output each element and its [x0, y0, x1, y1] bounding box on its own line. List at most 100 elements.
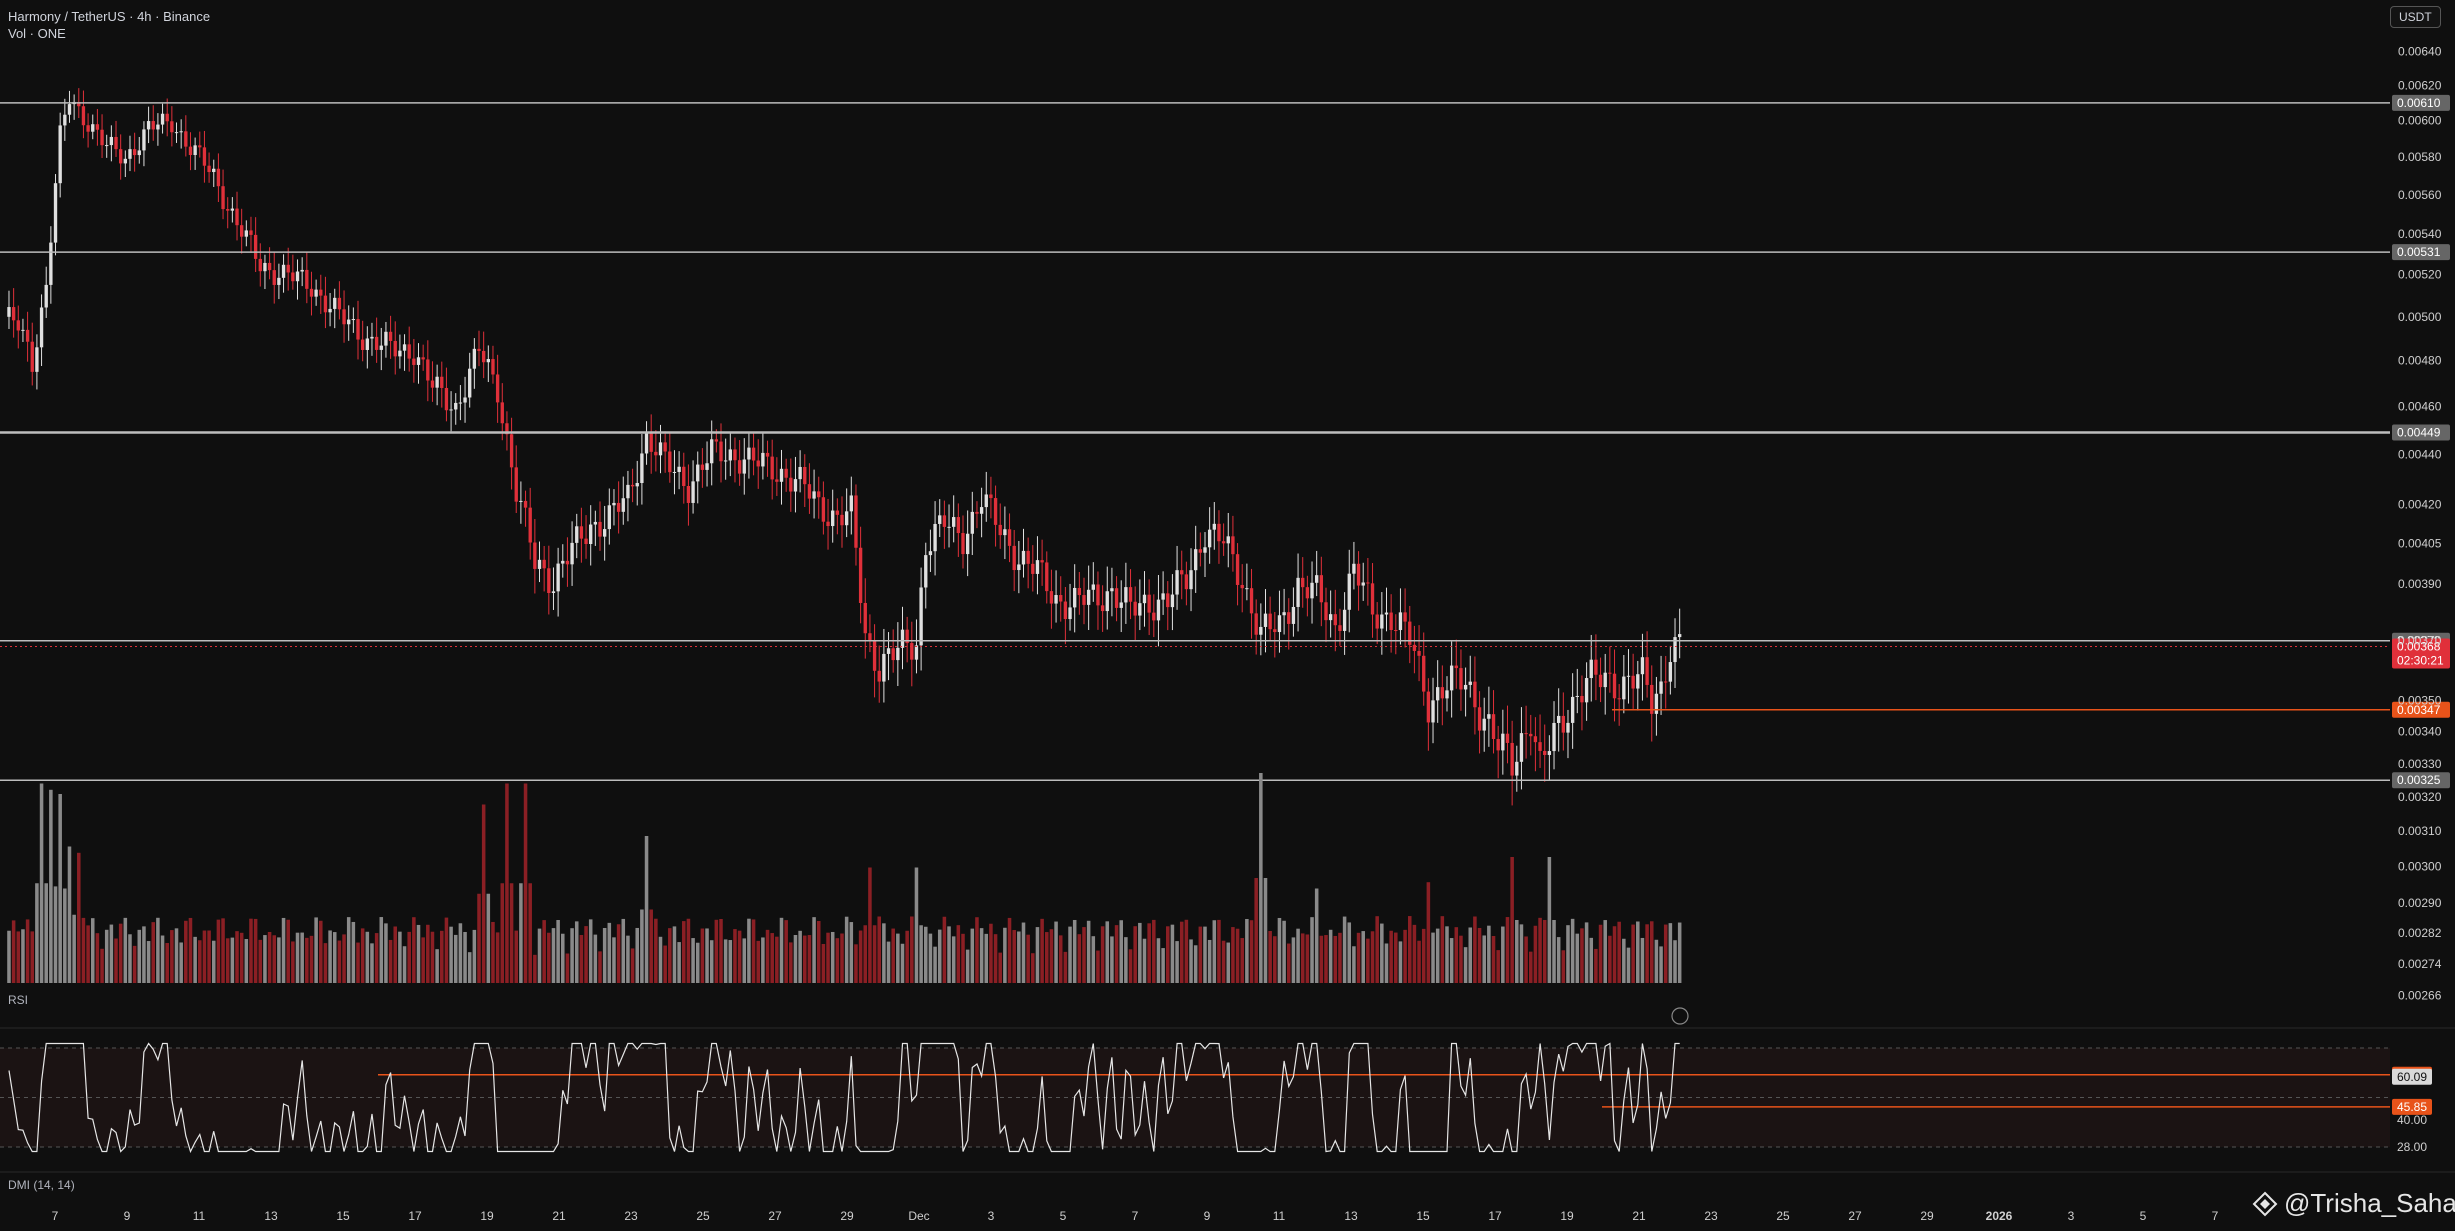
- y-tick-label: 0.00350: [2398, 693, 2442, 707]
- volume-bar: [616, 924, 621, 983]
- candle-body: [347, 319, 351, 325]
- candle: [435, 364, 439, 406]
- volume-bar: [672, 926, 677, 983]
- volume-bar: [1184, 919, 1189, 983]
- volume-bar: [277, 937, 281, 983]
- watermark-text: @Trisha_Saha: [2284, 1188, 2455, 1218]
- volume-bar: [593, 934, 598, 983]
- candle: [1445, 676, 1449, 712]
- candle-body: [924, 555, 928, 588]
- x-tick-label: 11: [193, 1209, 206, 1223]
- candle-body: [1505, 733, 1510, 743]
- volume-bar: [44, 883, 48, 983]
- candle: [733, 437, 737, 483]
- candle-body: [500, 402, 504, 424]
- volume-bar: [528, 883, 532, 983]
- candle-body: [244, 230, 248, 237]
- y-tick-label: 0.00420: [2398, 497, 2442, 511]
- candle: [1570, 673, 1575, 749]
- volume-bar: [900, 943, 905, 983]
- candle: [440, 361, 444, 408]
- candle: [989, 476, 993, 519]
- candle: [1194, 525, 1198, 593]
- candle-body: [1035, 560, 1040, 574]
- volume-bar: [1044, 932, 1049, 983]
- volume-bar: [467, 952, 472, 983]
- volume-bar: [979, 928, 984, 983]
- candle-body: [779, 468, 784, 482]
- candle: [1073, 564, 1077, 633]
- candle-body: [733, 449, 737, 461]
- candle: [328, 293, 332, 327]
- volume-bar: [486, 893, 491, 983]
- candle-body: [35, 347, 39, 372]
- candle-body: [77, 101, 81, 107]
- x-tick-label: 2026: [1986, 1209, 2013, 1223]
- candle-body: [621, 498, 625, 512]
- candle: [770, 439, 774, 500]
- candle: [221, 169, 225, 220]
- candle: [58, 112, 62, 198]
- candle-body: [1519, 733, 1524, 762]
- candle: [1356, 551, 1361, 611]
- volume-bar: [644, 836, 649, 983]
- candle-body: [728, 449, 732, 461]
- candle: [165, 98, 169, 137]
- candle: [1417, 625, 1421, 682]
- candle-body: [337, 297, 342, 310]
- candle: [477, 330, 481, 367]
- candle: [993, 485, 998, 547]
- candle-body: [1287, 612, 1291, 624]
- candle: [1170, 574, 1175, 631]
- candle-body: [989, 494, 993, 499]
- candle-body: [1487, 714, 1491, 719]
- candle: [421, 344, 425, 371]
- candle-body: [109, 136, 114, 146]
- candle-body: [365, 338, 369, 350]
- volume-bar: [1296, 928, 1300, 983]
- candle: [1487, 686, 1491, 747]
- volume-bar: [1179, 921, 1184, 983]
- candle-body: [928, 551, 933, 556]
- level-tag-text: 0.00531: [2397, 245, 2441, 259]
- candle: [253, 217, 258, 273]
- candle-body: [1533, 736, 1538, 743]
- candle-body: [1240, 584, 1244, 589]
- candle: [877, 645, 881, 703]
- candle-body: [1375, 614, 1379, 629]
- candle-body: [1598, 674, 1603, 688]
- candle-body: [421, 357, 425, 360]
- candle: [1245, 563, 1249, 601]
- candle: [1291, 587, 1296, 637]
- candle: [1231, 515, 1235, 572]
- candle: [67, 90, 72, 123]
- volume-bar: [16, 931, 21, 983]
- volume-bar: [872, 925, 877, 983]
- volume-bar: [444, 917, 449, 983]
- dmi-pane-label: DMI (14, 14): [8, 1178, 75, 1192]
- candle-body: [710, 439, 714, 464]
- candle-body: [1026, 550, 1030, 564]
- currency-button[interactable]: USDT: [2390, 6, 2441, 28]
- candle-body: [1003, 529, 1007, 536]
- candle-body: [700, 464, 705, 470]
- candle: [1068, 583, 1072, 631]
- candle-body: [11, 307, 16, 321]
- x-tick-label: 17: [408, 1209, 422, 1223]
- candle-body: [253, 234, 258, 259]
- candle: [868, 614, 872, 653]
- candle-body: [1440, 687, 1445, 699]
- candle: [342, 290, 346, 343]
- candle: [1296, 553, 1300, 632]
- candle: [849, 476, 853, 535]
- candle: [817, 476, 821, 519]
- volume-bar: [695, 942, 700, 983]
- candle-body: [1114, 588, 1119, 608]
- candle-body: [756, 460, 760, 467]
- candle-body: [146, 121, 151, 130]
- volume-bar: [1673, 940, 1677, 983]
- volume-bar: [235, 931, 239, 983]
- candle-body: [486, 359, 490, 363]
- candle-body: [1263, 613, 1268, 627]
